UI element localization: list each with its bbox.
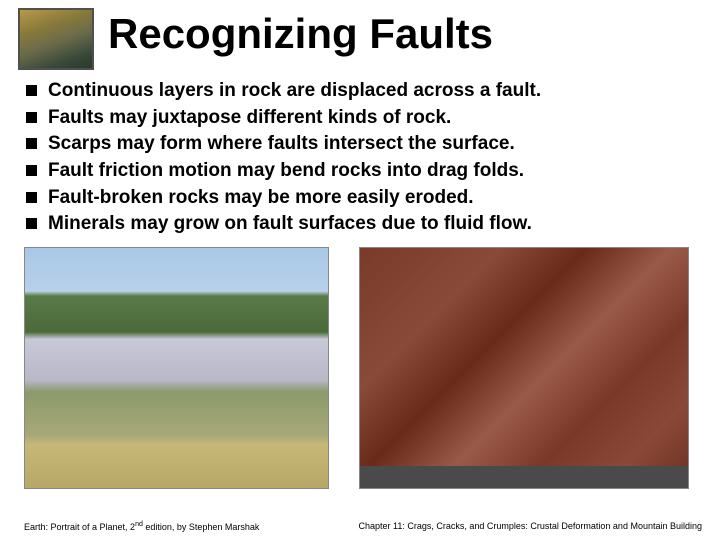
bullet-item: Minerals may grow on fault surfaces due … [24,211,702,237]
photo-fault-scarp-vegetation [24,247,329,489]
bullet-item: Continuous layers in rock are displaced … [24,78,702,104]
footer-left-text-a: Earth: Portrait of a Planet, 2 [24,522,135,532]
slide: Recognizing Faults Continuous layers in … [0,0,720,540]
header: Recognizing Faults [18,8,702,70]
bullet-item: Faults may juxtapose different kinds of … [24,105,702,131]
photo-red-rock-fault-surface [359,247,689,489]
photo-row [24,247,696,489]
bullet-item: Fault-broken rocks may be more easily er… [24,185,702,211]
bullet-list: Continuous layers in rock are displaced … [24,78,702,237]
footer-right: Chapter 11: Crags, Cracks, and Crumples:… [359,521,703,532]
footer-left: Earth: Portrait of a Planet, 2nd edition… [24,521,259,532]
bullet-item: Scarps may form where faults intersect t… [24,131,702,157]
slide-title: Recognizing Faults [108,10,493,58]
footer: Earth: Portrait of a Planet, 2nd edition… [24,521,702,532]
footer-left-superscript: nd [135,521,143,528]
header-thumbnail-image [18,8,94,70]
footer-left-text-b: edition, by Stephen Marshak [143,522,260,532]
bullet-item: Fault friction motion may bend rocks int… [24,158,702,184]
